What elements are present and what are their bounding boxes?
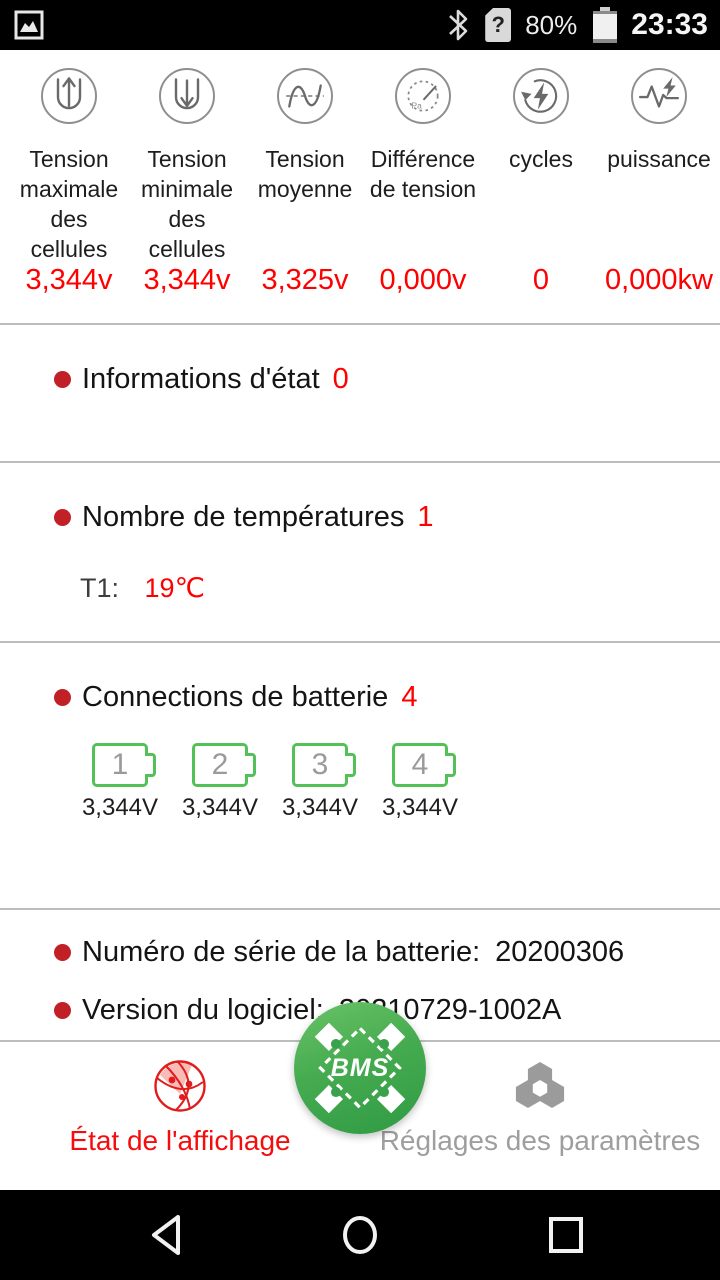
metric-cycles: cycles 0 [482,60,600,323]
cell-number: 3 [311,748,329,781]
home-button[interactable] [315,1190,405,1280]
tab-display-status[interactable]: État de l'affichage [0,1042,360,1158]
metric-average-voltage: Tension moyenne 3,325v [246,60,364,323]
section-temperatures: Nombre de températures 1 T1: 19℃ [0,461,720,641]
t1-value: 19℃ [144,573,205,603]
battery-cell-icon: 4 [392,743,456,787]
metric-value: 0,000kw [604,264,713,296]
status-bar: ? 80% 23:33 [0,0,720,50]
software-version-label: Version du logiciel: [82,994,324,1026]
status-info-title: Informations d'état [82,363,320,395]
metric-label: puissance [607,146,711,172]
bullet-icon [54,508,71,526]
sim-unknown-icon: ? [485,8,512,42]
serial-number-label: Numéro de série de la batterie: [82,936,481,968]
metric-label: Différence de tension [369,146,477,202]
average-voltage-icon [277,68,333,124]
metric-value: 0,000v [379,264,467,296]
metric-label: Tension minimale des cellules [140,146,234,262]
metric-label: cycles [509,146,573,172]
bms-chip-icon [314,1022,406,1114]
metric-value: 0 [532,264,550,296]
serial-number-value: 20200306 [495,936,625,968]
bullet-icon [54,943,71,961]
battery-cell-1: 1 3,344V [70,743,170,822]
battery-connections-title: Connections de batterie [82,681,389,713]
cell-number: 1 [111,748,129,781]
battery-percent: 80% [525,9,578,40]
android-navigation-bar [0,1190,720,1280]
svg-text:Pa: Pa [411,101,422,111]
t1-label: T1: [80,573,120,603]
serial-number-row: Numéro de série de la batterie: 20200306 [54,934,720,970]
hex-settings-icon [512,1058,568,1114]
home-icon [343,1216,377,1254]
battery-icon [593,7,618,43]
metrics-row: Tension maximale des cellules 3,344v Ten… [0,50,720,323]
back-button[interactable] [123,1190,213,1280]
metric-min-cell-voltage: Tension minimale des cellules 3,344v [128,60,246,323]
power-icon [631,68,687,124]
screenshot-notification-icon [14,10,44,40]
metric-label: Tension maximale des cellules [19,146,119,262]
min-cell-voltage-icon [159,68,215,124]
cell-voltage: 3,344V [81,794,159,821]
voltage-difference-icon: Pa [395,68,451,124]
status-info-count: 0 [332,363,349,395]
max-cell-voltage-icon [41,68,97,124]
battery-cell-icon: 1 [92,743,156,787]
cell-voltage: 3,344V [281,794,359,821]
temperature-row: T1: 19℃ [80,573,720,604]
metric-power: puissance 0,000kw [600,60,718,323]
cycles-icon [513,68,569,124]
cell-voltage: 3,344V [181,794,259,821]
bullet-icon [54,688,71,706]
battery-connections-count: 4 [401,681,418,713]
tab-parameter-settings[interactable]: Réglages des paramètres [360,1042,720,1158]
clock: 23:33 [631,8,708,41]
cell-number: 2 [211,748,229,781]
recents-button[interactable] [521,1190,611,1280]
battery-cell-icon: 2 [192,743,256,787]
section-battery-connections: Connections de batterie 4 1 3,344V 2 3,3… [0,641,720,908]
recents-icon [549,1217,583,1253]
metric-label: Tension moyenne [257,146,353,202]
bms-logo-text: BMS [330,1053,390,1082]
tab-display-status-label: État de l'affichage [69,1125,291,1156]
metric-max-cell-voltage: Tension maximale des cellules 3,344v [10,60,128,323]
globe-network-icon [152,1058,208,1114]
bullet-icon [54,370,71,388]
tab-parameter-settings-label: Réglages des paramètres [379,1125,701,1156]
metric-voltage-difference: Pa Différence de tension 0,000v [364,60,482,323]
back-icon [152,1215,180,1255]
temperatures-title: Nombre de températures [82,501,405,533]
bullet-icon [54,1001,71,1019]
battery-cell-icon: 3 [292,743,356,787]
cell-number: 4 [411,748,429,781]
metric-value: 3,325v [261,264,349,296]
battery-cell-4: 4 3,344V [370,743,470,822]
temperatures-count: 1 [417,501,434,533]
metric-value: 3,344v [143,264,231,296]
section-status-info: Informations d'état 0 [0,323,720,461]
bluetooth-icon [449,9,468,41]
battery-cell-3: 3 3,344V [270,743,370,822]
metric-value: 3,344v [25,264,113,296]
cell-voltage: 3,344V [381,794,459,821]
battery-cell-2: 2 3,344V [170,743,270,822]
bms-logo-button[interactable]: BMS [294,1002,426,1134]
battery-cell-row: 1 3,344V 2 3,344V 3 3,344V 4 3,34 [70,743,720,822]
